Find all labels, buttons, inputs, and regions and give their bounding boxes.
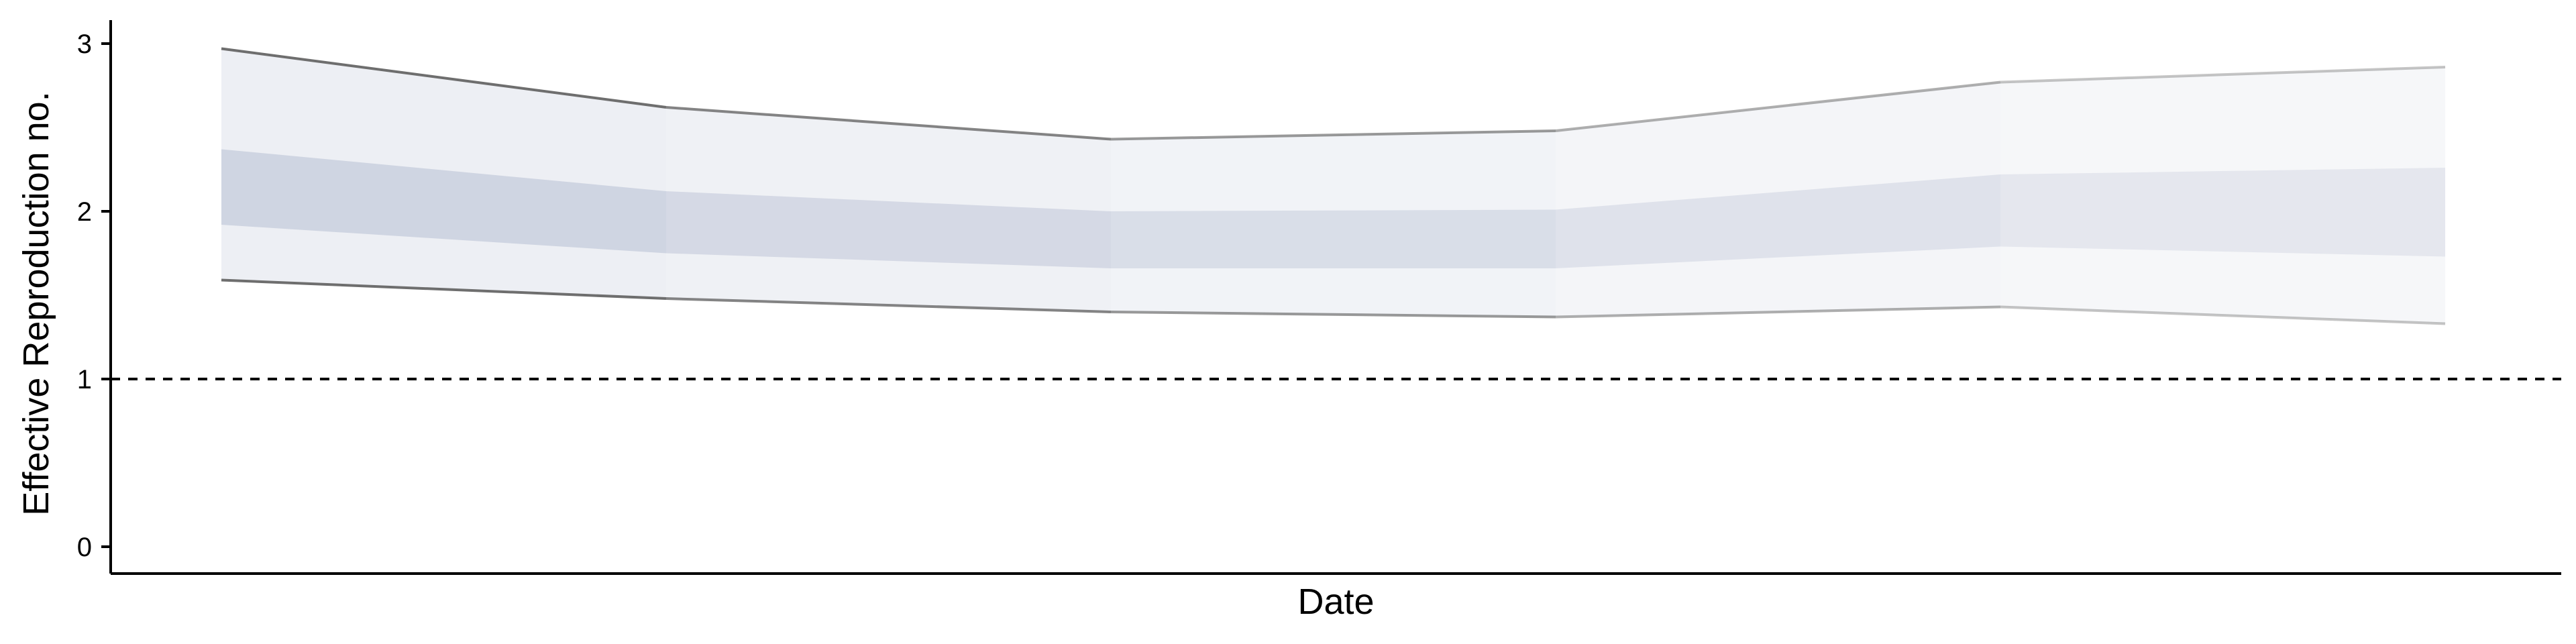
y-tick-label: 1 [77, 365, 92, 394]
lower-bound-segment-3 [1110, 311, 1556, 319]
lower-bound-segment-2 [665, 297, 1112, 313]
inner-band-segment-1 [221, 149, 666, 254]
outer-band-segment-4 [1556, 82, 2000, 317]
upper-bound-segment-2 [665, 106, 1112, 141]
interval-bound-lines [221, 47, 2446, 325]
upper-bound-segment-3 [1110, 129, 1556, 141]
y-tick-label: 3 [77, 30, 92, 59]
upper-bound-segment-1 [221, 47, 667, 109]
lower-bound-segment-1 [221, 278, 667, 300]
inner-band-segment-3 [1111, 209, 1556, 268]
inner-band-segment-5 [2000, 168, 2445, 257]
x-axis-title: Date [1297, 582, 1374, 622]
y-axis-title: Effective Reproduction no. [16, 91, 56, 515]
inner-band-segment-2 [666, 191, 1111, 268]
y-tick-label: 0 [77, 533, 92, 562]
y-axis-ticks: 0 1 2 3 [77, 30, 111, 562]
upper-bound-segment-4 [1555, 80, 2001, 132]
outer-band-segment-1 [221, 48, 666, 299]
y-tick-label: 2 [77, 197, 92, 227]
upper-bound-segment-5 [2000, 66, 2446, 84]
outer-band-segment-5 [2000, 67, 2445, 324]
outer-band-segment-3 [1111, 131, 1556, 317]
credible-interval-bands [221, 48, 2445, 324]
outer-band-segment-2 [666, 107, 1111, 312]
lower-bound-segment-4 [1555, 305, 2001, 319]
inner-band-segment-4 [1556, 174, 2000, 268]
lower-bound-segment-5 [2000, 305, 2446, 325]
